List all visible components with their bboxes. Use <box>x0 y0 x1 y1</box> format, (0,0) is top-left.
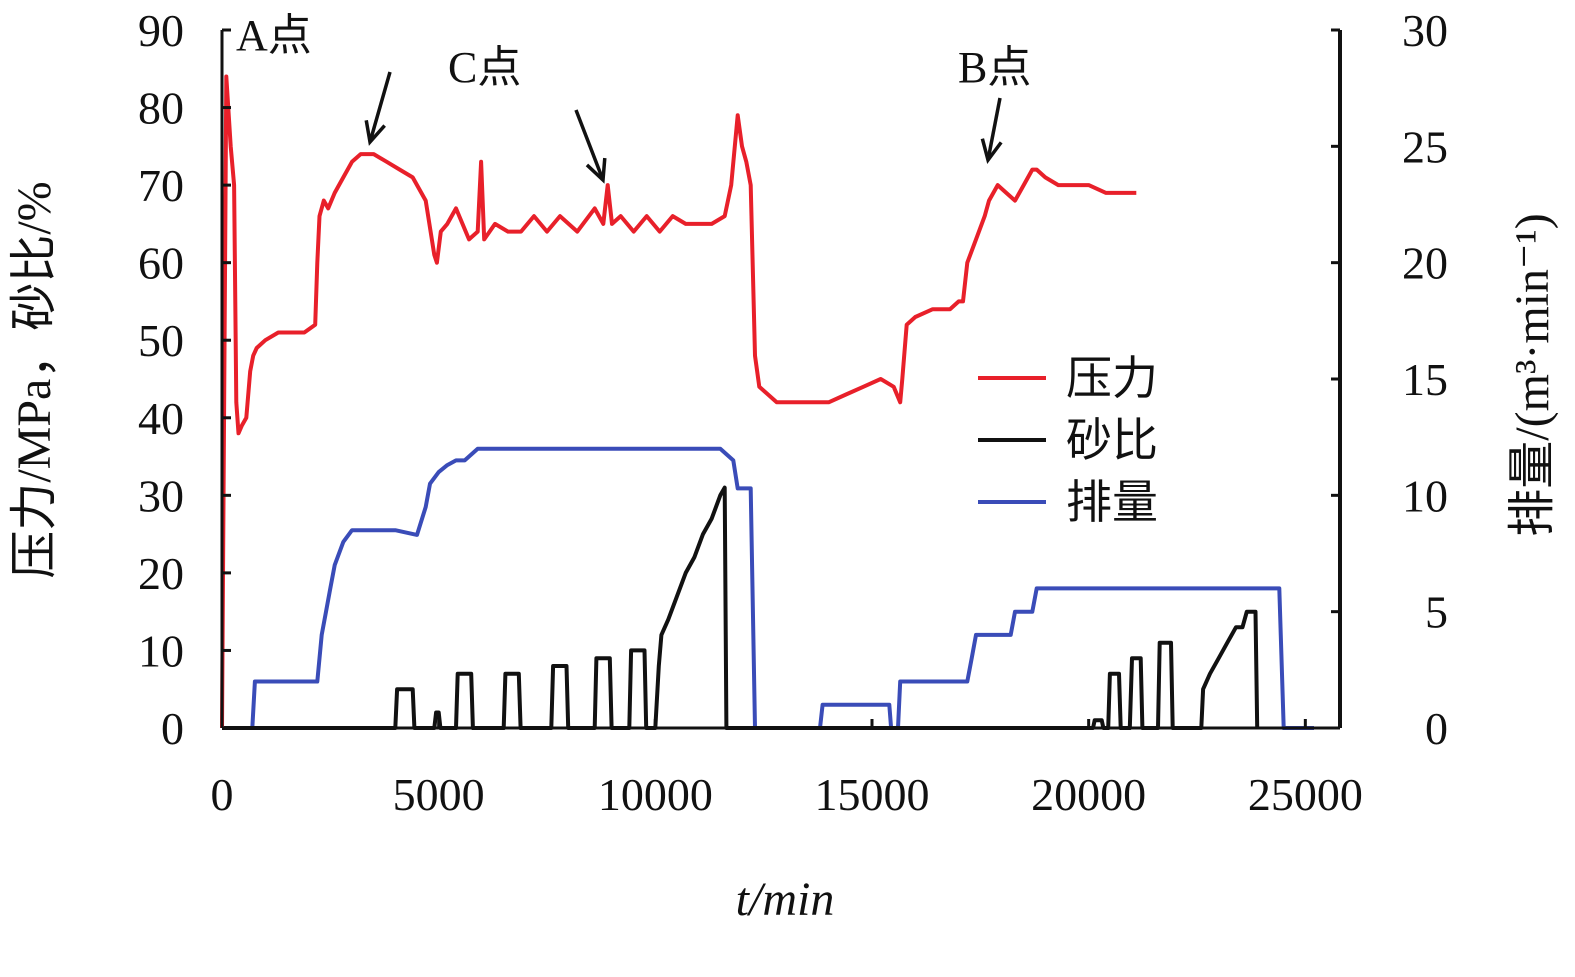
y-tick-label: 70 <box>138 160 184 211</box>
x-tick-label: 0 <box>211 769 234 820</box>
y-tick-label: 90 <box>138 5 184 56</box>
x-tick-label: 5000 <box>393 769 485 820</box>
x-tick-label: 20000 <box>1031 769 1146 820</box>
annotation-label: C点 <box>448 43 521 92</box>
x-tick-label: 25000 <box>1248 769 1363 820</box>
label-layer: 0 10 20 30 40 50 60 70 80 90 0 5 10 15 20 25 30 0 5000 1000… <box>8 5 1559 926</box>
sand-ratio-line <box>222 485 1260 730</box>
y-tick-label: 80 <box>138 83 184 134</box>
x-axis-title: t/min <box>736 873 835 926</box>
annotation-arrow <box>986 97 1002 161</box>
legend-label: 排量 <box>1066 477 1158 528</box>
y2-tick-label: 30 <box>1402 5 1448 56</box>
pressure-line <box>220 74 1137 729</box>
annotation-label: A点 <box>236 11 312 60</box>
y-tick-label: 0 <box>161 703 184 754</box>
arrowhead <box>364 120 386 146</box>
y-tick-label: 60 <box>138 238 184 289</box>
y-tick-label: 10 <box>138 625 184 676</box>
y-tick-label: 40 <box>138 393 184 444</box>
y2-tick-label: 25 <box>1402 121 1448 172</box>
arrowhead <box>980 138 1003 164</box>
y2-tick-label: 15 <box>1402 354 1448 405</box>
y2-tick-label: 10 <box>1402 470 1448 521</box>
series-layer <box>220 74 1314 730</box>
y2-tick-label: 5 <box>1425 587 1448 638</box>
legend-label: 砂比 <box>1066 415 1158 466</box>
x-tick-label: 10000 <box>598 769 713 820</box>
y-axis-title: 压力/MPa，砂比/% <box>8 181 61 578</box>
flow-rate-line <box>222 446 1314 730</box>
x-tick-label: 15000 <box>815 769 930 820</box>
y-tick-label: 50 <box>138 315 184 366</box>
annotation-arrow <box>574 109 605 181</box>
y-tick-label: 30 <box>138 470 184 521</box>
arrowhead <box>585 157 607 184</box>
y2-tick-label: 0 <box>1425 703 1448 754</box>
y-tick-label: 20 <box>138 548 184 599</box>
annotation-label: B点 <box>958 43 1031 92</box>
axes-layer <box>220 28 1342 730</box>
y2-tick-label: 20 <box>1402 238 1448 289</box>
legend-label: 压力 <box>1066 353 1158 404</box>
annotation-arrow <box>368 71 392 143</box>
y2-axis-title: 排量/(m³·min⁻¹) <box>1506 213 1559 536</box>
